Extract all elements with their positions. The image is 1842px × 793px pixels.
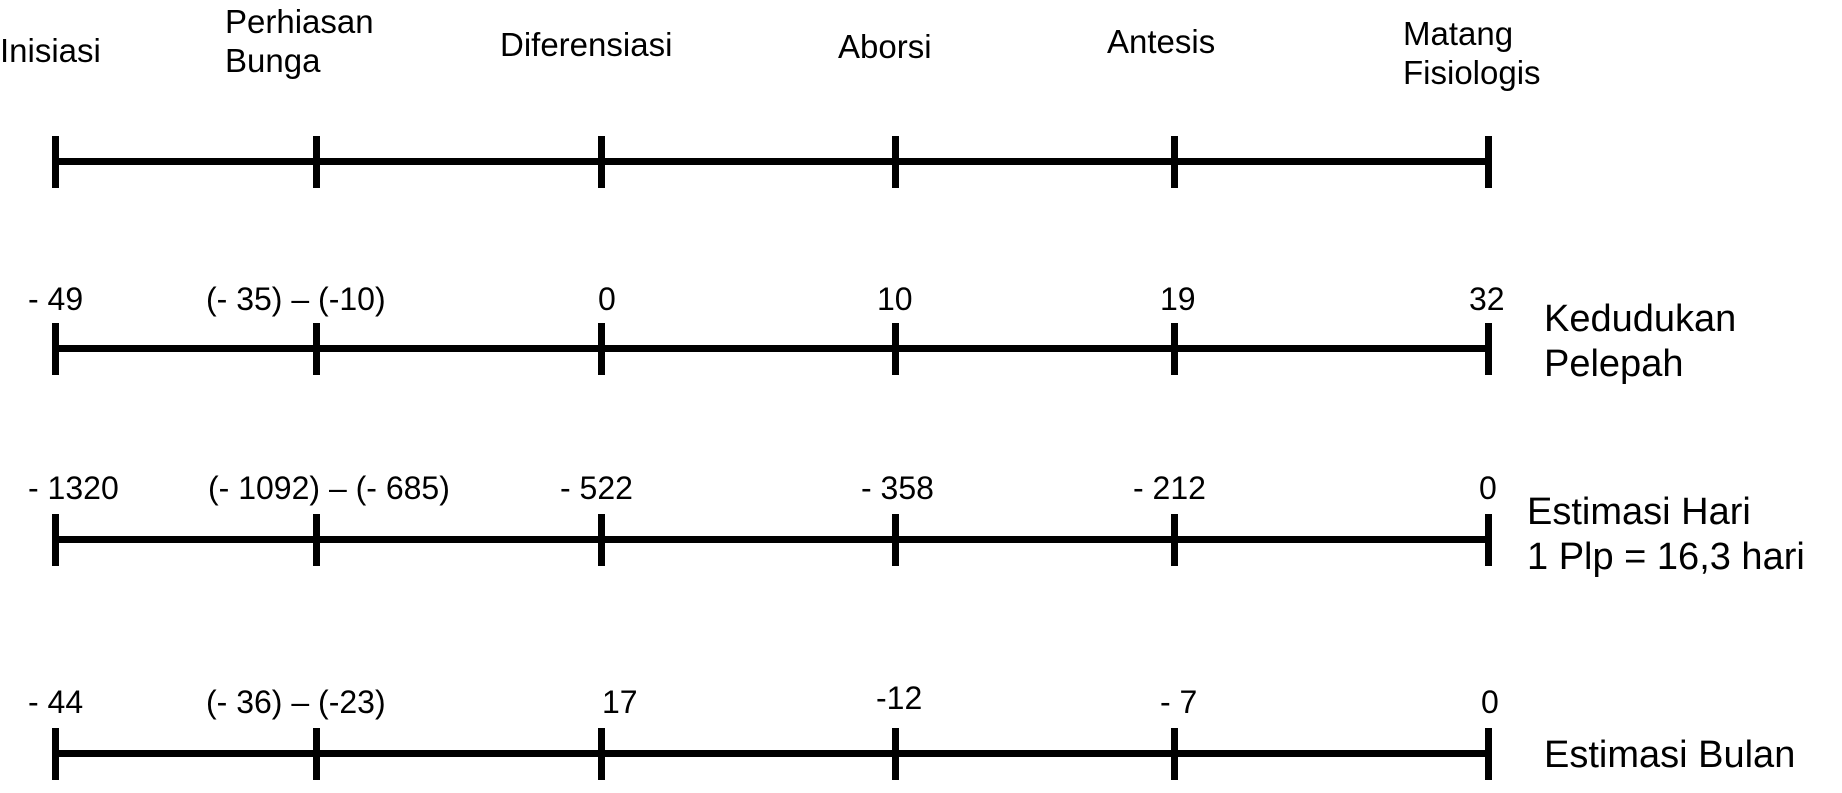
- row3-value-diferensiasi: 17: [602, 684, 638, 720]
- timeline-tick: [1485, 136, 1492, 188]
- stage-label-inisiasi: Inisiasi: [0, 31, 101, 70]
- timeline-tick: [313, 728, 320, 780]
- timeline-tick: [313, 323, 320, 375]
- timeline-tick: [598, 323, 605, 375]
- row2-value-matang: 0: [1479, 470, 1497, 506]
- stage-label-aborsi: Aborsi: [838, 27, 932, 66]
- row2-value-antesis: - 212: [1133, 470, 1206, 506]
- stage-label-line2: Fisiologis: [1403, 54, 1541, 91]
- row-label-estimasi-hari: Estimasi Hari 1 Plp = 16,3 hari: [1527, 490, 1805, 580]
- stage-label-line1: Inisiasi: [0, 32, 101, 69]
- row-label-kedudukan-pelepah: Kedudukan Pelepah: [1544, 297, 1736, 387]
- timeline-tick: [313, 136, 320, 188]
- estimasi-hari-timeline: [52, 514, 1492, 566]
- stage-label-perhiasan-bunga: Perhiasan Bunga: [225, 2, 374, 80]
- timeline-tick: [892, 728, 899, 780]
- row3-value-perhiasan-bunga: (- 36) – (-23): [206, 684, 386, 720]
- stage-label-line1: Aborsi: [838, 28, 932, 65]
- row2-value-inisiasi: - 1320: [28, 470, 119, 506]
- row1-value-matang: 32: [1469, 281, 1505, 317]
- stage-label-line1: Diferensiasi: [500, 26, 673, 63]
- timeline-tick: [313, 514, 320, 566]
- row1-value-inisiasi: - 49: [28, 281, 84, 317]
- timeline-tick: [1171, 728, 1178, 780]
- row-label-line1: Estimasi Bulan: [1544, 734, 1796, 776]
- timeline-tick: [598, 728, 605, 780]
- timeline-tick: [1171, 136, 1178, 188]
- row-label-line1: Estimasi Hari: [1527, 491, 1751, 533]
- timeline-tick: [1485, 728, 1492, 780]
- stage-label-line1: Matang: [1403, 15, 1514, 52]
- timeline-tick: [52, 323, 59, 375]
- timeline-tick: [892, 514, 899, 566]
- timeline-tick: [598, 136, 605, 188]
- timeline-tick: [892, 323, 899, 375]
- timeline-tick: [892, 136, 899, 188]
- stage-label-line2: Bunga: [225, 42, 321, 79]
- row3-value-inisiasi: - 44: [28, 684, 84, 720]
- timeline-tick: [52, 136, 59, 188]
- timeline-axis-line: [52, 536, 1492, 543]
- timeline-tick: [52, 728, 59, 780]
- stage-timeline: [52, 136, 1492, 188]
- estimasi-bulan-timeline: [52, 728, 1492, 780]
- timeline-tick: [1171, 323, 1178, 375]
- stage-label-line1: Perhiasan: [225, 3, 374, 40]
- row2-value-diferensiasi: - 522: [560, 470, 633, 506]
- row-label-line2: 1 Plp = 16,3 hari: [1527, 536, 1805, 578]
- row-label-estimasi-bulan: Estimasi Bulan: [1544, 733, 1795, 778]
- stage-label-matang-fisiologis: Matang Fisiologis: [1403, 14, 1541, 92]
- row1-value-antesis: 19: [1160, 281, 1196, 317]
- row2-value-aborsi: - 358: [861, 470, 934, 506]
- row1-value-perhiasan-bunga: (- 35) – (-10): [206, 281, 386, 317]
- stage-label-line1: Antesis: [1107, 23, 1216, 60]
- timeline-tick: [52, 514, 59, 566]
- timeline-tick: [598, 514, 605, 566]
- row-label-line2: Pelepah: [1544, 343, 1684, 385]
- row1-value-aborsi: 10: [877, 281, 913, 317]
- kedudukan-pelepah-timeline: [52, 323, 1492, 375]
- row3-value-antesis: - 7: [1160, 684, 1198, 720]
- row3-value-aborsi: -12: [876, 680, 923, 716]
- stage-label-diferensiasi: Diferensiasi: [500, 25, 672, 64]
- timeline-axis-line: [52, 345, 1492, 352]
- row-label-line1: Kedudukan: [1544, 298, 1737, 340]
- row2-value-perhiasan-bunga: (- 1092) – (- 685): [208, 470, 450, 506]
- stage-label-antesis: Antesis: [1107, 22, 1215, 61]
- timeline-axis-line: [52, 750, 1492, 757]
- timeline-axis-line: [52, 158, 1492, 165]
- timeline-tick: [1171, 514, 1178, 566]
- timeline-tick: [1485, 514, 1492, 566]
- row1-value-diferensiasi: 0: [598, 281, 616, 317]
- timeline-tick: [1485, 323, 1492, 375]
- row3-value-matang: 0: [1481, 684, 1499, 720]
